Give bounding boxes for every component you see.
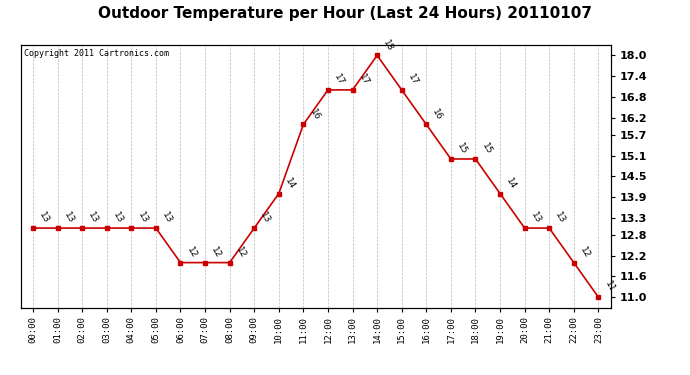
Text: Outdoor Temperature per Hour (Last 24 Hours) 20110107: Outdoor Temperature per Hour (Last 24 Ho…: [98, 6, 592, 21]
Text: 17: 17: [333, 73, 346, 87]
Text: 16: 16: [308, 107, 322, 122]
Text: 14: 14: [283, 176, 297, 191]
Text: 13: 13: [37, 211, 51, 225]
Text: 15: 15: [480, 142, 493, 156]
Text: 17: 17: [357, 73, 371, 87]
Text: 13: 13: [160, 211, 174, 225]
Text: 13: 13: [259, 211, 272, 225]
Text: 13: 13: [62, 211, 75, 225]
Text: 12: 12: [185, 246, 199, 260]
Text: 13: 13: [136, 211, 149, 225]
Text: 17: 17: [406, 73, 420, 87]
Text: 14: 14: [504, 176, 518, 191]
Text: 13: 13: [111, 211, 125, 225]
Text: 15: 15: [455, 142, 469, 156]
Text: 13: 13: [529, 211, 542, 225]
Text: 11: 11: [603, 280, 616, 294]
Text: 13: 13: [86, 211, 100, 225]
Text: 18: 18: [382, 38, 395, 53]
Text: 12: 12: [578, 246, 592, 260]
Text: 16: 16: [431, 107, 444, 122]
Text: 12: 12: [210, 246, 223, 260]
Text: 12: 12: [234, 246, 248, 260]
Text: Copyright 2011 Cartronics.com: Copyright 2011 Cartronics.com: [23, 49, 168, 58]
Text: 13: 13: [553, 211, 567, 225]
